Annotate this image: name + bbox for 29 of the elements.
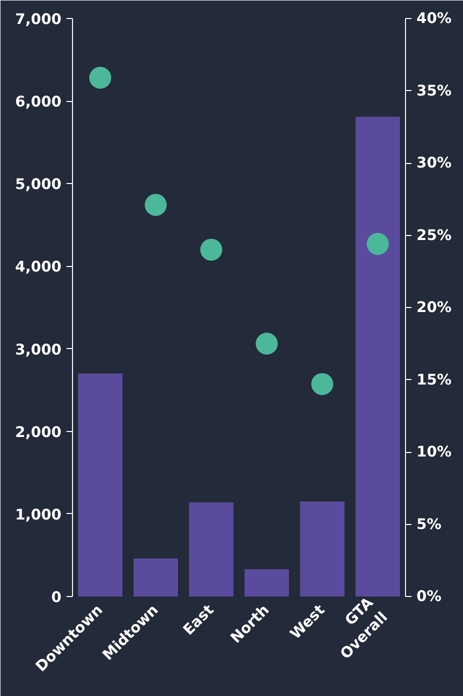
bar bbox=[134, 558, 178, 596]
y2-tick-label: 5% bbox=[416, 516, 442, 533]
y-tick-label: 0 bbox=[51, 589, 62, 606]
y2-tick-label: 20% bbox=[416, 299, 452, 316]
bar bbox=[356, 116, 400, 596]
y2-tick-label: 25% bbox=[416, 226, 452, 244]
point bbox=[89, 66, 112, 89]
y-tick-label: 7,000 bbox=[15, 11, 62, 28]
y2-tick-label: 35% bbox=[416, 82, 452, 100]
y-tick-label: 2,000 bbox=[15, 424, 62, 441]
y-tick-label: 3,000 bbox=[15, 341, 62, 358]
y2-tick-label: 30% bbox=[416, 154, 452, 172]
bar bbox=[78, 374, 122, 596]
bar bbox=[300, 502, 344, 596]
y2-tick-label: 40% bbox=[416, 10, 452, 27]
y-tick-label: 5,000 bbox=[15, 176, 62, 194]
point bbox=[366, 232, 389, 255]
point bbox=[256, 332, 278, 355]
y-tick-label: 6,000 bbox=[15, 94, 62, 111]
bar bbox=[189, 502, 234, 596]
y2-tick-label: 15% bbox=[416, 371, 452, 388]
point bbox=[144, 194, 167, 216]
y2-tick-label: 10% bbox=[416, 444, 452, 460]
point bbox=[311, 373, 334, 396]
y-tick-label: 4,000 bbox=[15, 258, 62, 276]
y2-tick-label: 0% bbox=[416, 588, 442, 605]
y-tick-label: 1,000 bbox=[15, 506, 62, 524]
point bbox=[200, 238, 222, 261]
bar bbox=[244, 569, 289, 596]
